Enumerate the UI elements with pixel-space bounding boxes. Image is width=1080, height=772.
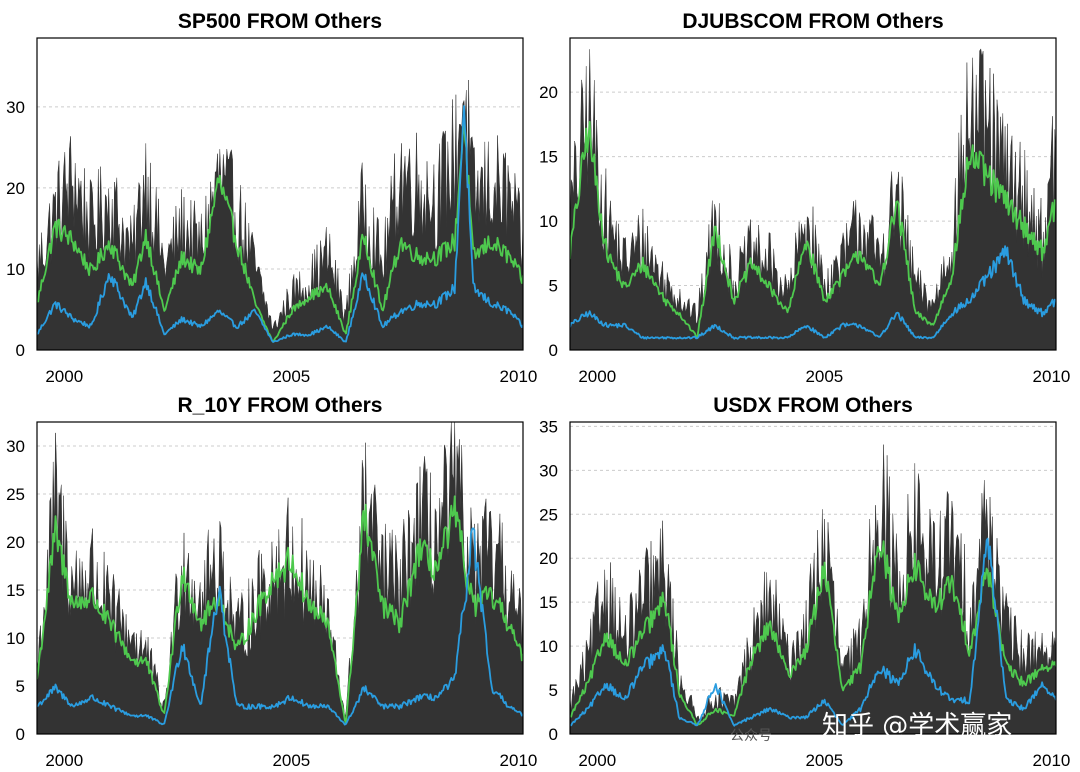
- y-tick-label: 30: [539, 461, 558, 480]
- series-green-line: [570, 120, 1056, 339]
- plot-frame: [36, 421, 524, 735]
- series-blue-line: [37, 527, 523, 726]
- watermark-sub: 公众号: [730, 728, 772, 744]
- plot-area: [570, 48, 1056, 350]
- y-tick-label: 15: [6, 581, 25, 600]
- y-tick-label: 20: [6, 533, 25, 552]
- series-green-line: [37, 495, 523, 724]
- x-tick-label: 2000: [578, 367, 616, 386]
- x-tick-label: 2010: [1033, 367, 1071, 386]
- chart-title: R_10Y FROM Others: [177, 394, 382, 417]
- series-blue-line: [570, 245, 1056, 340]
- x-tick-label: 2010: [500, 367, 538, 386]
- y-tick-label: 20: [6, 179, 25, 198]
- y-tick-label: 0: [549, 341, 558, 360]
- y-tick-label: 25: [539, 505, 558, 524]
- y-tick-label: 30: [6, 437, 25, 456]
- y-tick-label: 35: [539, 417, 558, 436]
- plot-frame: [36, 37, 524, 351]
- y-tick-label: 10: [6, 260, 25, 279]
- x-tick-label: 2010: [500, 751, 538, 770]
- series-total-area: [570, 48, 1056, 350]
- chart-panel-3: 0 5 10 15 20 25 30 2000 2005 2010 R_10Y FROM Other…: [6, 394, 537, 770]
- y-tick-label: 5: [549, 277, 558, 296]
- x-tick-label: 2000: [578, 751, 616, 770]
- x-tick-label: 2005: [272, 751, 310, 770]
- series-green-line: [37, 120, 523, 343]
- chart-panel-2: 0 5 10 15 20 2000 2005 2010 DJUBSCOM FROM Others: [539, 10, 1070, 386]
- plot-area: [37, 422, 523, 734]
- chart-title: USDX FROM Others: [713, 394, 913, 417]
- x-tick-label: 2005: [805, 367, 843, 386]
- y-tick-label: 30: [6, 98, 25, 117]
- y-tick-label: 10: [6, 629, 25, 648]
- y-tick-label: 0: [549, 725, 558, 744]
- x-tick-label: 2000: [45, 751, 83, 770]
- plot-frame: [569, 37, 1057, 351]
- y-tick-label: 20: [539, 83, 558, 102]
- watermark-text: 知乎 @学术赢家: [822, 711, 1012, 741]
- y-tick-label: 10: [539, 637, 558, 656]
- chart-panel-1: 0 10 20 30 2000 2005 2010 SP500 FROM Others: [6, 10, 537, 386]
- series-total-area: [37, 422, 523, 734]
- y-tick-label: 5: [16, 677, 25, 696]
- chart-title: DJUBSCOM FROM Others: [682, 10, 943, 33]
- x-tick-label: 2010: [1033, 751, 1071, 770]
- series-total-area: [570, 444, 1056, 734]
- plot-frame: [569, 421, 1057, 735]
- watermark: 公众号 知乎 @学术赢家: [730, 711, 1012, 744]
- y-tick-label: 0: [16, 341, 25, 360]
- y-tick-label: 0: [16, 725, 25, 744]
- series-total-area: [37, 79, 523, 350]
- chart-panel-4: 0 5 10 15 20 25 30 35 2000 2005 2010 USDX FROM Othe…: [539, 394, 1070, 770]
- y-tick-label: 20: [539, 549, 558, 568]
- y-tick-label: 15: [539, 593, 558, 612]
- x-tick-label: 2000: [45, 367, 83, 386]
- plot-area: [37, 79, 523, 350]
- x-tick-label: 2005: [272, 367, 310, 386]
- series-blue-line: [37, 105, 523, 343]
- y-tick-label: 15: [539, 148, 558, 167]
- chart-title: SP500 FROM Others: [178, 10, 382, 33]
- y-tick-label: 5: [549, 681, 558, 700]
- y-tick-label: 25: [6, 485, 25, 504]
- plot-area: [570, 444, 1056, 734]
- y-tick-label: 10: [539, 212, 558, 231]
- series-green-line: [570, 540, 1056, 727]
- x-tick-label: 2005: [805, 751, 843, 770]
- series-blue-line: [570, 537, 1056, 727]
